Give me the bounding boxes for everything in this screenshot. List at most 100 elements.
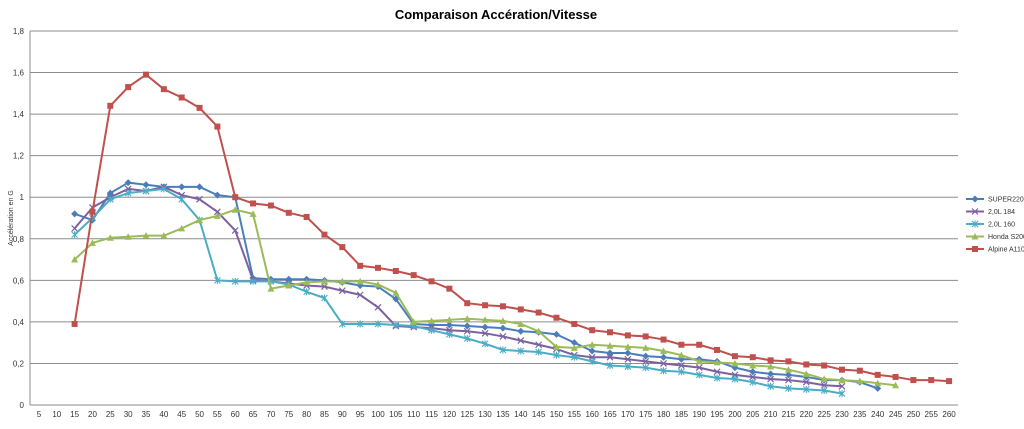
data-point	[624, 332, 631, 339]
data-point	[821, 362, 828, 369]
data-point	[749, 362, 757, 369]
data-point	[249, 277, 257, 285]
data-point	[213, 212, 221, 219]
data-point	[517, 347, 525, 355]
data-point	[124, 233, 132, 240]
x-tick-label: 175	[639, 410, 653, 419]
x-tick-label: 210	[764, 410, 778, 419]
data-point	[250, 200, 257, 207]
data-point	[481, 340, 489, 348]
y-tick-label: 0,2	[13, 359, 25, 368]
data-point	[642, 344, 650, 351]
x-tick-label: 20	[88, 410, 97, 419]
x-tick-label: 65	[249, 410, 258, 419]
data-point	[339, 244, 346, 251]
data-point	[606, 342, 614, 349]
series	[71, 71, 953, 385]
data-point	[553, 351, 560, 359]
data-point	[874, 384, 882, 392]
data-point	[749, 378, 757, 386]
data-point	[695, 371, 703, 379]
x-tick-label: 40	[159, 410, 168, 419]
x-tick-label: 200	[728, 410, 742, 419]
y-tick-label: 0,6	[13, 276, 25, 285]
data-point	[784, 371, 792, 379]
x-tick-label: 100	[371, 410, 385, 419]
data-point	[642, 352, 650, 360]
data-point	[606, 362, 614, 370]
data-point	[874, 379, 882, 387]
x-tick-label: 240	[871, 410, 885, 419]
data-point	[660, 367, 667, 375]
data-point	[320, 277, 328, 285]
x-tick-label: 140	[514, 410, 528, 419]
data-point	[142, 232, 150, 239]
data-point	[125, 84, 132, 91]
data-point	[71, 256, 79, 263]
x-tick-label: 130	[478, 410, 492, 419]
data-point	[838, 376, 846, 384]
y-tick-label: 0,8	[13, 235, 25, 244]
y-tick-label: 1	[20, 193, 25, 202]
data-point	[677, 362, 685, 369]
data-point	[499, 346, 507, 354]
legend-item: Alpine A110	[966, 246, 1024, 254]
y-tick-label: 0,4	[13, 318, 25, 327]
data-point	[535, 327, 543, 335]
y-tick-label: 1,8	[13, 27, 25, 36]
data-point	[820, 386, 828, 394]
x-tick-label: 195	[710, 410, 724, 419]
x-tick-label: 225	[817, 410, 831, 419]
x-tick-label: 90	[338, 410, 347, 419]
data-point	[856, 377, 864, 385]
data-point	[357, 262, 364, 269]
data-point	[410, 318, 418, 325]
y-tick-label: 1,2	[13, 152, 25, 161]
data-point	[143, 71, 149, 78]
x-tick-label: 235	[853, 410, 867, 419]
data-point	[972, 246, 978, 252]
series-line	[74, 181, 879, 390]
data-point	[820, 381, 828, 389]
data-point	[624, 349, 632, 357]
data-point	[196, 183, 204, 191]
data-point	[178, 94, 185, 101]
legend-label: 2,0L 160	[988, 222, 1015, 229]
data-point	[249, 210, 257, 217]
data-point	[571, 320, 578, 327]
data-point	[695, 357, 703, 365]
data-point	[714, 346, 721, 353]
data-point	[445, 316, 453, 323]
data-point	[267, 202, 274, 209]
data-point	[213, 276, 221, 284]
data-point	[838, 382, 846, 390]
data-point	[910, 377, 917, 384]
data-point	[392, 267, 399, 274]
data-point	[124, 179, 132, 187]
data-point	[267, 285, 275, 292]
data-point	[785, 384, 792, 392]
data-point	[731, 359, 739, 367]
data-point	[553, 314, 560, 321]
data-point	[303, 213, 310, 220]
data-point	[196, 104, 203, 111]
data-point	[213, 191, 221, 199]
x-tick-label: 180	[657, 410, 671, 419]
legend-label: 2,0L 184	[988, 209, 1015, 216]
x-tick-label: 55	[213, 410, 222, 419]
data-point	[446, 285, 453, 292]
data-point	[89, 208, 96, 215]
x-tick-label: 50	[195, 410, 204, 419]
data-point	[892, 381, 900, 389]
data-point	[463, 322, 471, 330]
data-point	[321, 294, 328, 302]
data-point	[392, 321, 400, 329]
data-point	[71, 224, 79, 232]
x-tick-label: 250	[907, 410, 921, 419]
x-tick-label: 5	[37, 410, 42, 419]
data-point	[767, 370, 775, 378]
data-point	[517, 337, 525, 345]
data-point	[731, 353, 738, 360]
data-point	[874, 371, 881, 378]
